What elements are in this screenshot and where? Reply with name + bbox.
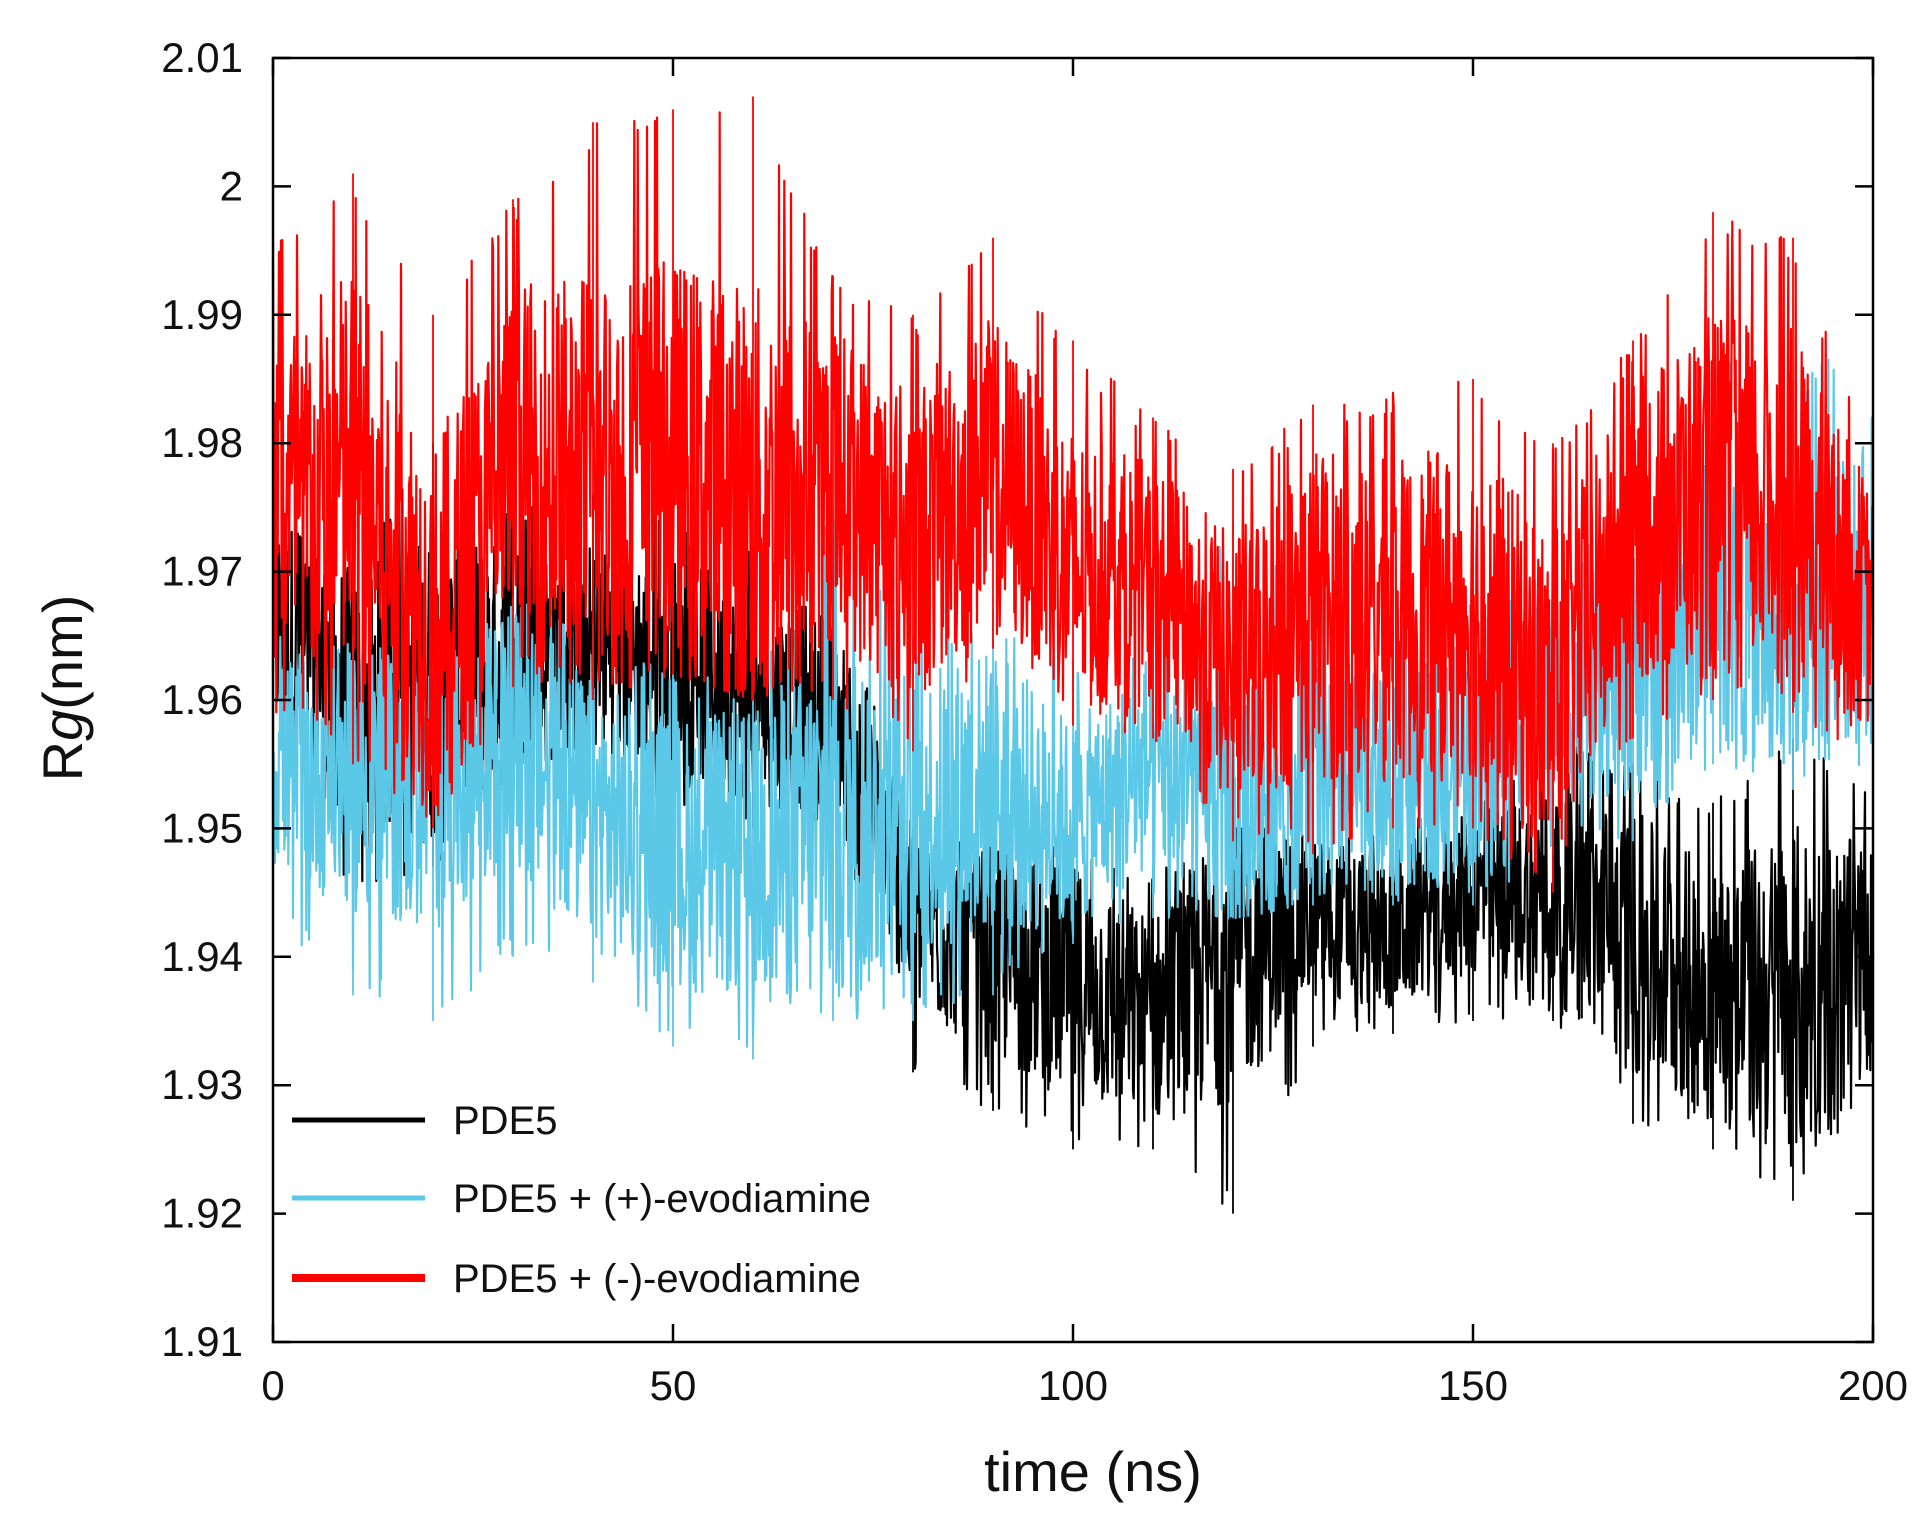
y-tick-label-10: 2.01 bbox=[161, 34, 243, 81]
series-2 bbox=[271, 96, 1875, 893]
y-axis-title-unit: (nm) bbox=[31, 595, 94, 710]
legend-label-pde5: PDE5 bbox=[453, 1099, 558, 1143]
y-axis-title: Rg(nm) bbox=[31, 595, 94, 782]
x-tick-label-4: 200 bbox=[1838, 1362, 1908, 1409]
x-tick-label-0: 0 bbox=[261, 1362, 284, 1409]
legend-label-minus-evodiamine: PDE5 + (-)-evodiamine bbox=[453, 1257, 861, 1301]
y-tick-label-0: 1.91 bbox=[161, 1318, 243, 1365]
y-tick-label-4: 1.95 bbox=[161, 804, 243, 851]
y-tick-label-1: 1.92 bbox=[161, 1190, 243, 1237]
y-axis-title-main: R bbox=[31, 741, 94, 781]
y-tick-label-5: 1.96 bbox=[161, 676, 243, 723]
y-tick-label-2: 1.93 bbox=[161, 1061, 243, 1108]
x-axis-title: time (ns) bbox=[984, 1440, 1202, 1503]
legend: PDE5 PDE5 + (+)-evodiamine PDE5 + (-)-ev… bbox=[286, 1095, 926, 1301]
series-layer bbox=[271, 96, 1875, 1214]
x-tick-label-2: 100 bbox=[1038, 1362, 1108, 1409]
axis-layer: 1.91 1.92 1.93 1.94 1.95 1.96 1.97 1.98 1.99 2 2.0… bbox=[161, 34, 1908, 1409]
legend-label-plus-evodiamine: PDE5 + (+)-evodiamine bbox=[453, 1177, 871, 1221]
y-tick-label-9: 2 bbox=[220, 162, 243, 209]
y-tick-label-3: 1.94 bbox=[161, 933, 243, 980]
x-tick-label-3: 150 bbox=[1438, 1362, 1508, 1409]
y-axis-title-italic: g bbox=[31, 710, 94, 741]
x-tick-label-1: 50 bbox=[650, 1362, 697, 1409]
y-tick-label-8: 1.99 bbox=[161, 291, 243, 338]
y-tick-label-6: 1.97 bbox=[161, 548, 243, 595]
y-tick-label-7: 1.98 bbox=[161, 419, 243, 466]
